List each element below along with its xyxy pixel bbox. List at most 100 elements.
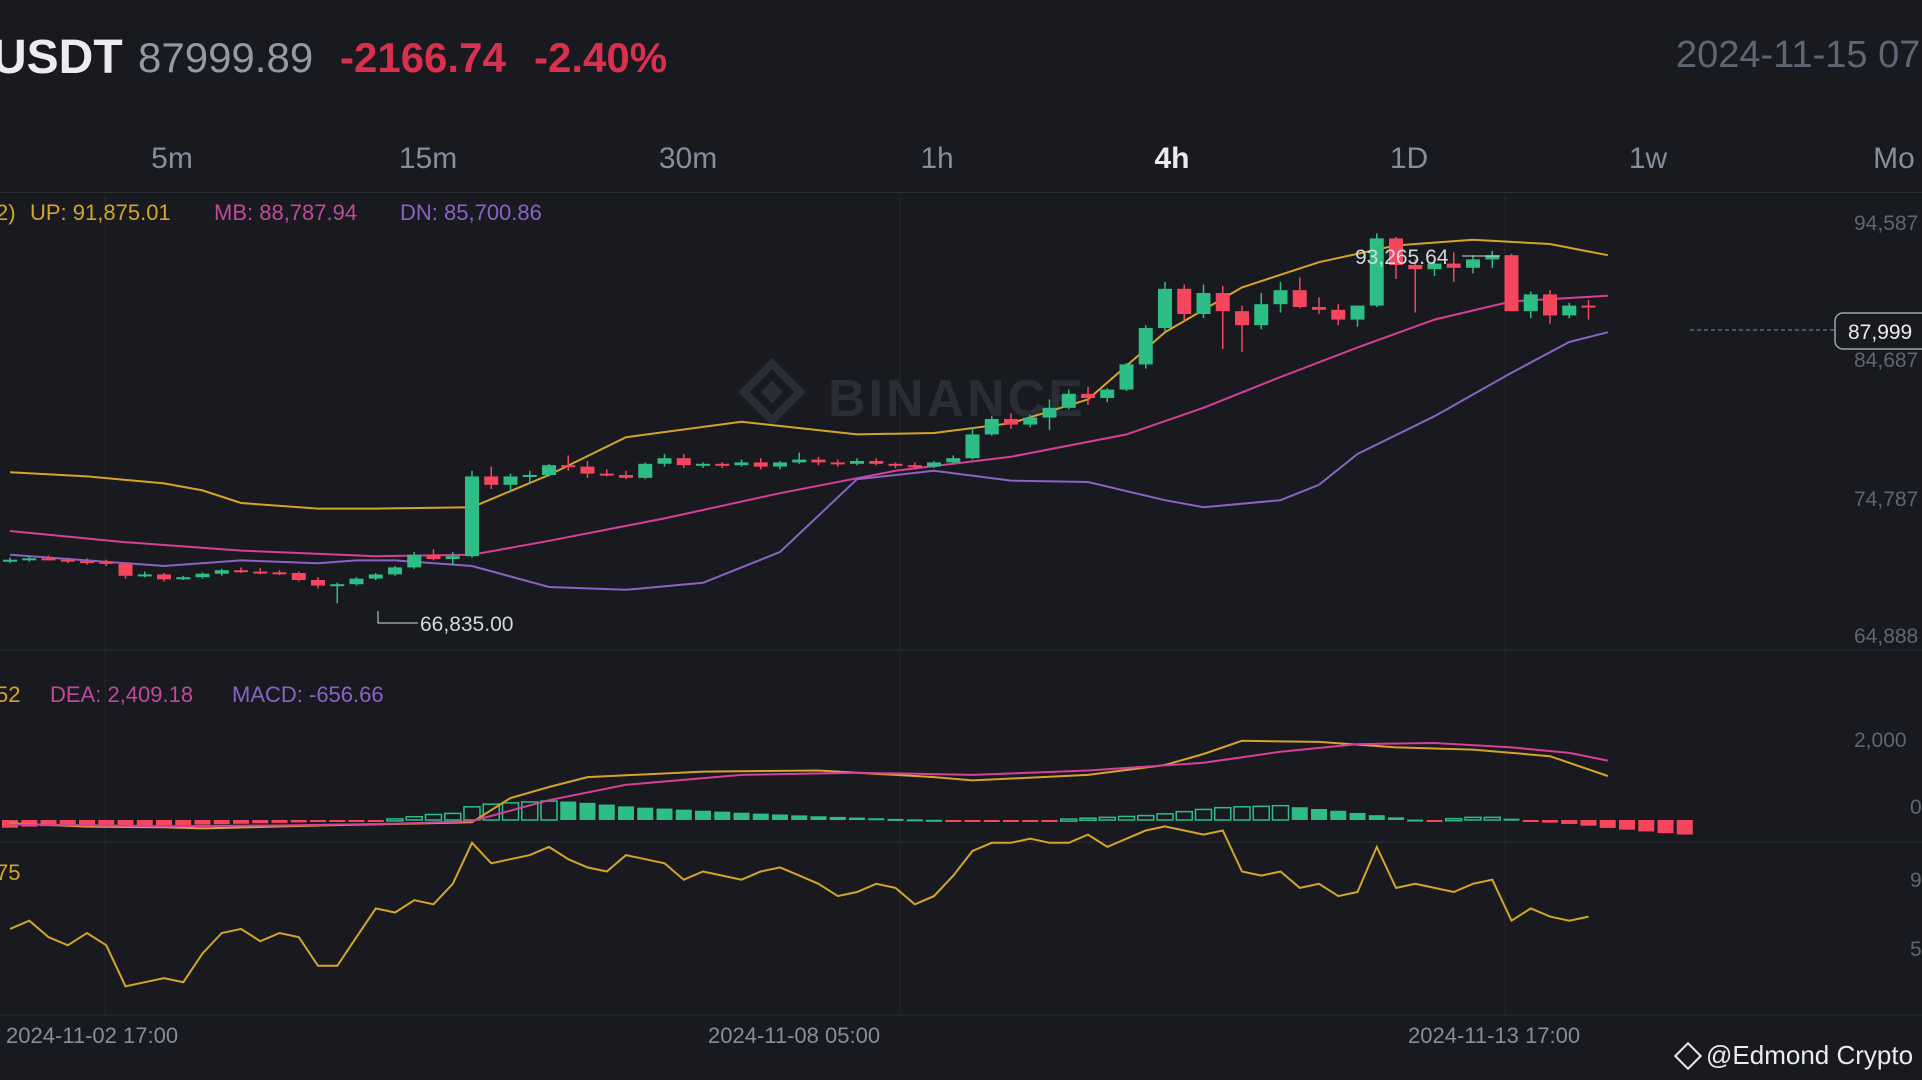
macd-dea-value: DEA: 2,409.18: [50, 682, 194, 707]
candle: [1292, 290, 1307, 307]
macd-bar: [367, 820, 384, 822]
macd-bar: [1619, 820, 1635, 830]
candle: [1504, 255, 1519, 312]
price-axis-tick: 94,587: [1854, 212, 1918, 235]
macd-bar: [290, 820, 307, 823]
candle: [1408, 265, 1423, 270]
macd-bar: [252, 820, 269, 824]
macd-bar: [945, 820, 962, 822]
candle: [869, 461, 884, 464]
rsi-axis-tick: 5: [1910, 938, 1922, 961]
rsi-line: [9, 825, 1589, 988]
tab-4h[interactable]: 4h: [1154, 142, 1190, 175]
candle: [214, 570, 229, 574]
macd-bar: [1580, 820, 1597, 826]
candle: [272, 572, 287, 575]
candle: [734, 462, 749, 466]
watermark-text: BINANCE: [828, 370, 1086, 428]
price-axis-tick: 64,888: [1854, 625, 1918, 648]
macd-bar: [444, 812, 462, 821]
macd-bar: [598, 804, 615, 820]
macd-bar: [1003, 820, 1019, 822]
macd-bar: [1137, 814, 1155, 821]
price-axis-tick: 84,687: [1854, 349, 1918, 372]
macd-bar: [136, 820, 153, 826]
price-tag-text: 87,999: [1848, 321, 1912, 344]
high-annotation: 93,265.64: [1355, 246, 1449, 269]
macd-bar: [40, 820, 57, 827]
candle: [1427, 263, 1442, 270]
candle: [927, 462, 941, 467]
macd-bar: [1175, 810, 1193, 821]
candle: [1312, 307, 1326, 310]
candle: [561, 465, 576, 468]
interval-tabs: 5m 15m 30m 1h 4h 1D 1w Mo: [0, 130, 1922, 192]
rsi-panel: [9, 825, 1589, 988]
price-change-percent: -2.40%: [534, 34, 668, 81]
candle: [599, 473, 614, 476]
tab-month[interactable]: Mo: [1873, 142, 1915, 175]
macd-bar: [1041, 820, 1058, 822]
macd-bar: [656, 808, 673, 820]
candle: [984, 419, 999, 435]
tab-1h[interactable]: 1h: [920, 142, 954, 175]
candle: [946, 458, 961, 463]
candle: [1562, 305, 1577, 316]
macd-bar: [386, 818, 404, 822]
candle: [291, 573, 306, 580]
candle: [1350, 305, 1365, 320]
macd-bar: [1657, 820, 1674, 834]
rsi-legend-prefix: 75: [0, 860, 21, 885]
symbol-label[interactable]: USDT: [0, 31, 123, 84]
candle: [1023, 417, 1038, 425]
macd-bar: [156, 820, 172, 826]
candle: [118, 563, 133, 576]
header-datetime: 2024-11-15 07: [1676, 34, 1921, 76]
candle: [1004, 419, 1018, 425]
candle: [1081, 393, 1095, 398]
macd-bar: [675, 809, 692, 820]
macd-bar: [463, 806, 481, 821]
price-change: -2166.74: [340, 34, 506, 81]
macd-bar: [424, 813, 443, 821]
binance-watermark: BINANCE: [738, 358, 1086, 428]
candle: [426, 554, 441, 559]
macd-bar: [849, 817, 865, 820]
tab-5m[interactable]: 5m: [151, 142, 193, 175]
candle: [388, 567, 402, 575]
candle: [22, 558, 37, 561]
tab-1d[interactable]: 1D: [1389, 142, 1429, 175]
candle: [676, 458, 691, 466]
bollinger-bands: [9, 238, 1609, 591]
tab-30m[interactable]: 30m: [658, 142, 718, 175]
macd-bar: [983, 820, 1000, 822]
low-annotation: 66,835.00: [420, 613, 513, 636]
macd-bar: [1503, 818, 1520, 821]
macd-bar: [618, 806, 634, 820]
credit-label: @Edmond Crypto: [1673, 1040, 1913, 1071]
candle: [580, 466, 595, 474]
boll-middle-line: [9, 294, 1608, 558]
macd-bar: [868, 818, 885, 821]
macd-bar: [233, 820, 249, 824]
macd-bar: [1676, 820, 1693, 835]
macd-legend-prefix: 52: [0, 682, 21, 707]
candle: [1196, 293, 1211, 314]
macd-bar: [1349, 812, 1366, 820]
boll-up-value: UP: 91,875.01: [30, 200, 171, 225]
candle: [907, 465, 922, 468]
tab-1w[interactable]: 1w: [1628, 142, 1668, 175]
candle: [522, 475, 537, 477]
candle: [1235, 311, 1249, 326]
macd-bar: [405, 815, 423, 821]
macd-bar: [117, 820, 134, 826]
tab-15m[interactable]: 15m: [398, 142, 458, 175]
candles: [3, 233, 1596, 604]
binance-logo-icon: [1673, 1041, 1703, 1071]
candle: [696, 463, 710, 466]
candle: [330, 584, 345, 587]
macd-bar: [1194, 808, 1213, 821]
boll-mb-value: MB: 88,787.94: [214, 200, 358, 225]
macd-bar: [1368, 815, 1385, 820]
